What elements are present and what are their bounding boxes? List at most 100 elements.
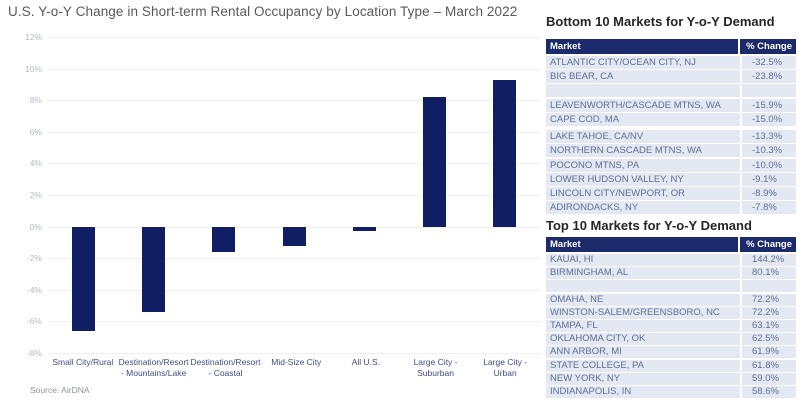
table-row: CAPE COD, MA -15.0% <box>546 112 796 126</box>
market-column-header: Market <box>550 41 581 52</box>
market-cell: ATLANTIC CITY/OCEAN CITY, NJ <box>546 56 740 69</box>
table-row-blank <box>546 84 796 98</box>
table-row: LOWER HUDSON VALLEY, NY -9.1% <box>546 172 796 186</box>
change-cell: 61.8% <box>742 359 796 372</box>
table-row: STATE COLLEGE, PA 61.8% <box>546 359 796 372</box>
chart-bar-mid-size-city <box>282 226 306 246</box>
top-markets-table-rows: KAUAI, HI 144.2% BIRMINGHAM, AL 80.1% OMAHA,… <box>546 254 796 399</box>
change-cell: 58.6% <box>742 385 796 398</box>
market-cell: POCONO MTNS, PA <box>546 158 740 172</box>
change-cell: -7.8% <box>742 201 796 215</box>
market-cell: INDIANAPOLIS, IN <box>546 385 740 398</box>
gridline <box>48 321 540 323</box>
gridline <box>48 131 540 133</box>
market-cell: STATE COLLEGE, PA <box>546 359 740 372</box>
x-axis-label: All U.S. <box>351 357 381 367</box>
chart-bar-destination-resort-mountains-lake <box>141 226 165 312</box>
table-row: POCONO MTNS, PA -10.0% <box>546 158 796 172</box>
change-column-header: % Change <box>738 237 796 252</box>
y-tick-label: 2% <box>29 190 42 200</box>
table-row: BIRMINGHAM, AL 80.1% <box>546 267 796 280</box>
market-cell: CAPE COD, MA <box>546 112 740 126</box>
y-tick-label: -4% <box>26 284 42 295</box>
y-tick-label: 12% <box>24 32 42 42</box>
change-cell: 80.1% <box>742 267 796 280</box>
market-cell <box>546 280 740 293</box>
change-cell: 72.2% <box>742 293 796 306</box>
market-cell: NEW YORK, NY <box>546 372 740 385</box>
market-cell: NORTHERN CASCADE MTNS, WA <box>546 144 740 158</box>
table-row: LAKE TAHOE, CA/NV -13.3% <box>546 130 796 144</box>
gridline <box>48 289 540 291</box>
y-tick-label: -6% <box>26 316 42 327</box>
gridline <box>48 353 540 354</box>
table-row: ADIRONDACKS, NY -7.8% <box>546 201 796 215</box>
change-cell: 59.0% <box>742 372 796 385</box>
change-cell: 62.5% <box>742 333 796 346</box>
market-cell: TAMPA, FL <box>546 319 740 332</box>
market-column-header: Market <box>550 239 581 250</box>
change-column-header: % Change <box>738 39 796 54</box>
market-cell: BIRMINGHAM, AL <box>546 267 740 280</box>
x-axis-label: Large City - Urban <box>483 357 528 378</box>
gridline <box>48 195 540 196</box>
market-cell: LOWER HUDSON VALLEY, NY <box>546 172 740 186</box>
chart-title: U.S. Y-o-Y Change in Short-term Rental O… <box>8 4 518 19</box>
chart-x-axis-labels: Small City/Rural Destination/Resort - Mou… <box>48 357 540 378</box>
change-cell: 61.9% <box>742 346 796 359</box>
table-row: WINSTON-SALEM/GREENSBORO, NC 72.2% <box>546 306 796 319</box>
gridline <box>48 68 540 70</box>
market-cell: OKLAHOMA CITY, OK <box>546 333 740 346</box>
change-cell <box>742 280 796 293</box>
table-row: LINCOLN CITY/NEWPORT, OR -8.9% <box>546 187 796 200</box>
y-tick-label: -2% <box>26 253 42 264</box>
change-cell: 144.2% <box>742 254 796 266</box>
y-tick-label: 4% <box>29 158 42 169</box>
change-cell: -10.3% <box>742 144 796 158</box>
chart-bar-all-u-s- <box>352 226 376 232</box>
change-cell: -9.1% <box>742 172 796 186</box>
chart-plot-area: 12% 10% 8% 6% 4% 2% 0% -2% -4% -6% -8% <box>25 32 540 358</box>
gridline <box>48 163 540 165</box>
change-cell: -32.5% <box>742 56 796 69</box>
table-row: KAUAI, HI 144.2% <box>546 254 796 266</box>
change-cell: -15.0% <box>742 112 796 126</box>
x-axis-label: Mid-Size City <box>271 357 322 367</box>
y-tick-label: 6% <box>29 126 42 137</box>
market-cell: LINCOLN CITY/NEWPORT, OR <box>546 187 740 200</box>
top-markets-table-title: Top 10 Markets for Y-o-Y Demand <box>546 218 752 233</box>
change-cell: 72.2% <box>742 306 796 319</box>
top-markets-table-header: Market % Change <box>546 237 796 252</box>
market-cell: ANN ARBOR, MI <box>546 346 740 359</box>
market-cell: WINSTON-SALEM/GREENSBORO, NC <box>546 306 740 319</box>
y-tick-label: 0% <box>29 221 42 232</box>
table-row: TAMPA, FL 63.1% <box>546 319 796 332</box>
market-cell: BIG BEAR, CA <box>546 70 740 84</box>
table-row-blank <box>546 280 796 293</box>
market-cell: KAUAI, HI <box>546 254 740 266</box>
chart-bar-large-city-urban <box>493 79 517 227</box>
x-axis-label: Destination/Resort - Mountains/Lake <box>118 357 189 378</box>
bottom-markets-table-rows: ATLANTIC CITY/OCEAN CITY, NJ -32.5% BIG BE… <box>546 56 796 215</box>
table-row: ANN ARBOR, MI 61.9% <box>546 346 796 359</box>
market-cell: OMAHA, NE <box>546 293 740 306</box>
x-axis-label: Large City - Suburban <box>413 357 458 378</box>
change-cell: -8.9% <box>742 187 796 200</box>
table-row: OKLAHOMA CITY, OK 62.5% <box>546 333 796 346</box>
x-axis-label: Destination/Resort - Coastal <box>190 357 261 378</box>
chart-source-note: Source: AirDNA <box>30 385 90 395</box>
bottom-markets-table-header: Market % Change <box>546 39 796 54</box>
table-row: LEAVENWORTH/CASCADE MTNS, WA -15.9% <box>546 98 796 112</box>
y-tick-label: -8% <box>26 348 42 358</box>
change-cell: -23.8% <box>742 70 796 84</box>
gridline <box>48 37 540 38</box>
change-cell <box>742 84 796 98</box>
change-cell: -10.0% <box>742 158 796 172</box>
table-row: BIG BEAR, CA -23.8% <box>546 70 796 84</box>
change-cell: -15.9% <box>742 98 796 112</box>
table-row: OMAHA, NE 72.2% <box>546 293 796 306</box>
change-cell: -13.3% <box>742 130 796 144</box>
change-cell: 63.1% <box>742 319 796 332</box>
gridline <box>48 258 540 260</box>
